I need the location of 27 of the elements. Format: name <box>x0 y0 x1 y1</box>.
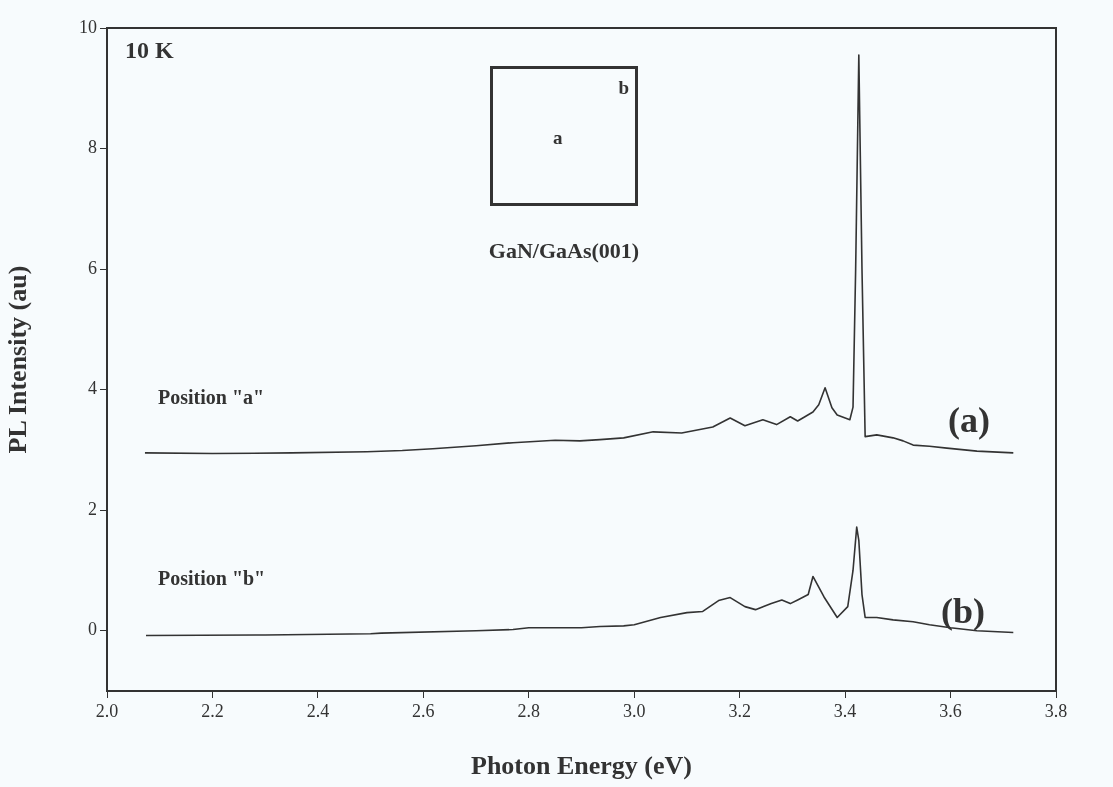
annotation: 10 K <box>125 37 174 64</box>
y-tick-label: 4 <box>88 378 97 399</box>
annotation: (a) <box>948 400 990 441</box>
x-tick-label: 2.8 <box>517 700 541 721</box>
x-tick-label: 3.0 <box>622 700 646 721</box>
x-tick-label: 2.0 <box>95 700 119 721</box>
annotation: Position "b" <box>158 567 266 590</box>
x-axis-title: Photon Energy (eV) <box>471 751 692 781</box>
x-tick-label: 3.6 <box>939 700 962 721</box>
y-tick-label: 2 <box>88 498 97 519</box>
y-tick-label: 0 <box>88 619 97 640</box>
x-tick-label: 2.2 <box>201 700 224 721</box>
annotation: b <box>618 77 629 99</box>
y-tick-label: 8 <box>88 137 97 158</box>
x-tick-label: 3.8 <box>1044 700 1068 721</box>
x-tick-label: 2.6 <box>412 700 435 721</box>
x-tick-label: 2.4 <box>306 700 330 721</box>
annotation: (b) <box>941 591 985 632</box>
annotation: GaN/GaAs(001) <box>488 237 640 263</box>
y-axis-title: PL Intensity (au) <box>3 265 33 454</box>
y-tick-label: 6 <box>88 257 97 278</box>
annotation: Position "a" <box>158 386 265 409</box>
annotation: a <box>553 127 563 149</box>
x-tick-label: 3.2 <box>728 700 751 721</box>
sample-square: b a <box>490 66 638 206</box>
x-tick-label: 3.4 <box>833 700 857 721</box>
y-tick-label: 10 <box>79 16 97 37</box>
